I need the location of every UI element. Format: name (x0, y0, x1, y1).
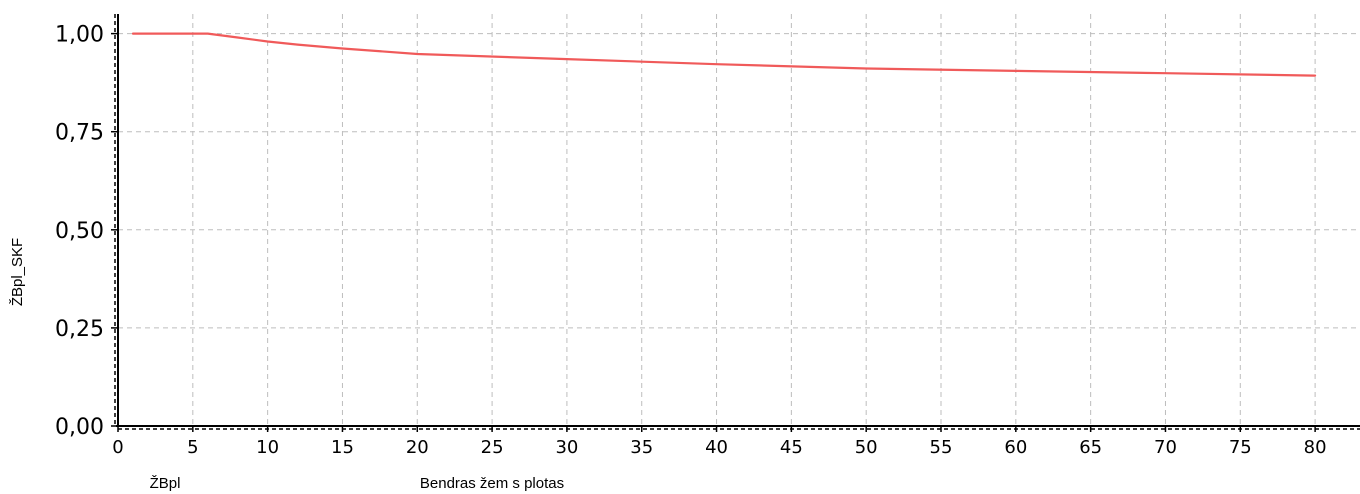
x-tick-label: 50 (855, 437, 878, 458)
x-tick-label: 30 (555, 437, 578, 458)
x-corner-label: ŽBpl (150, 475, 181, 492)
x-tick-label: 70 (1154, 437, 1177, 458)
x-tick-label: 25 (481, 437, 504, 458)
series-layer (131, 32, 1317, 77)
axes (111, 14, 1360, 432)
y-tick-label: 1,00 (55, 23, 104, 48)
y-axis-label: ŽBpl_SKF (9, 238, 26, 306)
x-tick-label: 40 (705, 437, 728, 458)
x-tick-label: 65 (1079, 437, 1102, 458)
x-axis-label: Bendras žem s plotas (420, 475, 564, 492)
y-tick-label: 0,75 (55, 121, 104, 146)
y-tick-label: 0,25 (55, 317, 104, 342)
grid (118, 14, 1360, 426)
x-tick-label: 60 (1004, 437, 1027, 458)
x-tick-label: 75 (1229, 437, 1252, 458)
x-tick-label: 45 (780, 437, 803, 458)
x-tick-label: 5 (187, 437, 198, 458)
y-tick-label: 0,00 (55, 415, 104, 440)
x-tick-label: 15 (331, 437, 354, 458)
x-tick-label: 35 (630, 437, 653, 458)
x-tick-label: 20 (406, 437, 429, 458)
y-tick-label: 0,50 (55, 219, 104, 244)
x-tick-label: 10 (256, 437, 279, 458)
x-tick-label: 0 (112, 437, 123, 458)
x-tick-label: 80 (1304, 437, 1327, 458)
tick-labels: 0 5 10 15 20 25 30 35 40 45 50 55 60 65 70 75 80 0,00 0,25… (55, 23, 1327, 458)
series-line (131, 32, 1317, 77)
x-tick-label: 55 (930, 437, 953, 458)
